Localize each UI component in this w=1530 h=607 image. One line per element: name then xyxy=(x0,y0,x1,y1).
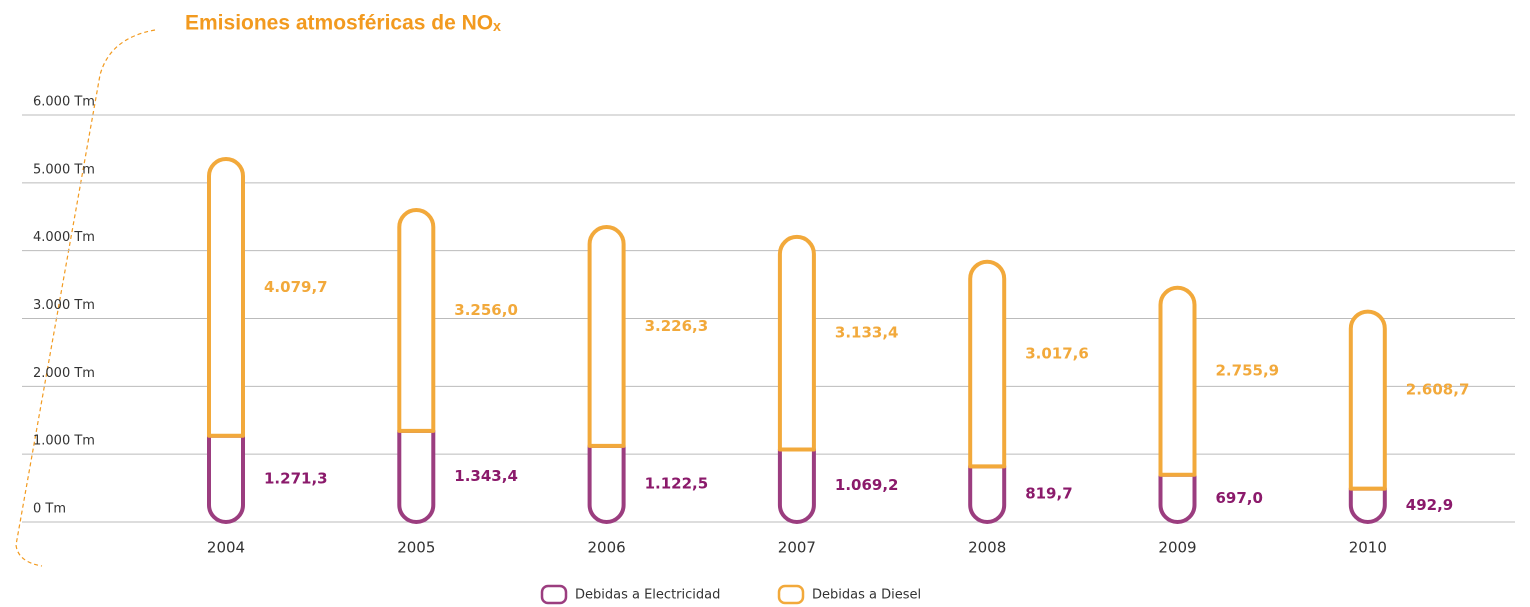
bar xyxy=(1158,472,1197,524)
value-label: 1.271,3 xyxy=(264,469,328,487)
bar xyxy=(207,157,245,438)
legend-label: Debidas a Electricidad xyxy=(575,588,720,603)
legend-label: Debidas a Diesel xyxy=(812,588,921,603)
y-tick-label: 3.000 Tm xyxy=(33,298,95,313)
value-label: 1.069,2 xyxy=(835,476,899,494)
y-tick-label: 5.000 Tm xyxy=(33,162,95,177)
x-tick-label: 2008 xyxy=(968,539,1006,557)
chart-title: Emisiones atmosféricas de NOₓ xyxy=(185,12,501,35)
bar xyxy=(1348,486,1387,524)
value-label: 4.079,7 xyxy=(264,278,328,296)
y-tick-label: 0 Tm xyxy=(33,502,66,517)
x-tick-label: 2007 xyxy=(778,539,816,557)
value-label: 3.133,4 xyxy=(835,324,899,342)
y-tick-label: 2.000 Tm xyxy=(33,366,95,381)
value-label: 1.343,4 xyxy=(454,467,518,485)
bar xyxy=(1158,285,1197,477)
value-label: 819,7 xyxy=(1025,485,1072,503)
x-tick-label: 2004 xyxy=(207,539,245,557)
bar xyxy=(968,464,1007,524)
value-label: 492,9 xyxy=(1406,496,1453,514)
bar xyxy=(397,428,436,524)
value-label: 3.226,3 xyxy=(645,317,709,335)
decoration xyxy=(15,29,156,567)
value-label: 2.755,9 xyxy=(1216,362,1280,380)
bar xyxy=(397,208,436,433)
y-tick-label: 4.000 Tm xyxy=(33,230,95,245)
bar xyxy=(1348,309,1387,491)
legend-swatch xyxy=(540,584,568,605)
x-tick-label: 2010 xyxy=(1349,539,1387,557)
bar xyxy=(777,234,816,452)
y-tick-label: 6.000 Tm xyxy=(33,95,95,110)
value-label: 697,0 xyxy=(1216,489,1263,507)
x-tick-label: 2006 xyxy=(588,539,626,557)
bar xyxy=(587,225,626,448)
y-tick-label: 1.000 Tm xyxy=(33,434,95,449)
bar xyxy=(587,443,626,524)
legend-swatch xyxy=(777,584,805,605)
value-label: 2.608,7 xyxy=(1406,381,1470,399)
value-label: 3.017,6 xyxy=(1025,345,1089,363)
value-label: 1.122,5 xyxy=(645,474,709,492)
bar xyxy=(777,447,816,524)
x-tick-label: 2005 xyxy=(397,539,435,557)
x-tick-label: 2009 xyxy=(1158,539,1196,557)
value-label: 3.256,0 xyxy=(454,301,518,319)
bar xyxy=(968,259,1007,469)
bar xyxy=(207,433,245,524)
